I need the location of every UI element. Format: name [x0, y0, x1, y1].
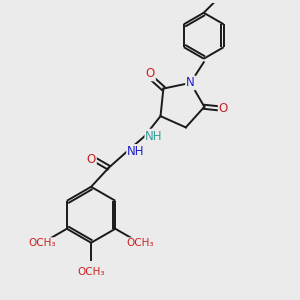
Text: O: O	[219, 102, 228, 115]
Text: NH: NH	[127, 145, 145, 158]
Text: O: O	[87, 153, 96, 166]
Text: OCH₃: OCH₃	[77, 267, 105, 277]
Text: NH: NH	[146, 130, 163, 143]
Text: N: N	[186, 76, 195, 89]
Text: OCH₃: OCH₃	[127, 238, 154, 248]
Text: O: O	[146, 67, 155, 80]
Text: OCH₃: OCH₃	[28, 238, 56, 248]
